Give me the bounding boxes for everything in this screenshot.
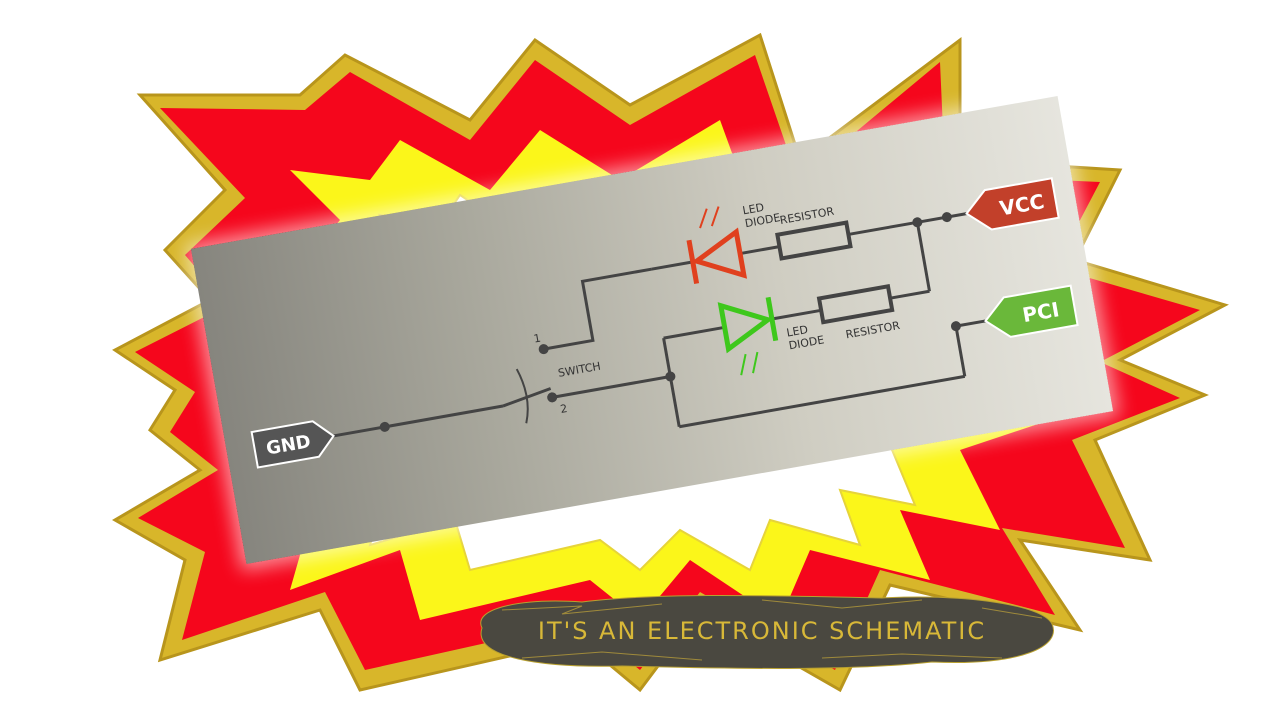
resistor-top-icon (775, 220, 853, 261)
switch-position-1: 1 (533, 332, 542, 346)
switch-arc-icon (515, 368, 529, 424)
wire-led-resistor-top (739, 245, 780, 256)
junction-dot (547, 392, 558, 403)
resistor-bottom-icon (816, 284, 895, 325)
switch-position-2: 2 (559, 402, 568, 416)
caption-splat-graphic (480, 595, 1054, 669)
wire-switch-1 (543, 267, 652, 351)
circuit-schematic: VCC PCI GND LED DIODE RESISTOR RESISTOR … (250, 177, 1079, 469)
junction-dot (538, 344, 549, 355)
switch-label: SWITCH (557, 360, 602, 380)
gnd-tag (250, 420, 335, 469)
red-led-label-line2: DIODE (744, 211, 782, 230)
red-led-diode-icon (686, 206, 748, 284)
vcc-tag (965, 177, 1060, 231)
wire-right-vertical (915, 222, 931, 292)
wire-switch-2 (551, 375, 671, 399)
junction-dot (912, 217, 923, 228)
wire-gnd (325, 404, 504, 439)
wire-right-to-resistor (889, 289, 930, 300)
green-led-label-line2: DIODE (788, 333, 826, 352)
junction-dot (379, 421, 390, 432)
junction-dot (941, 212, 952, 223)
red-led-label-line1: LED (742, 201, 765, 218)
green-led-label-line1: LED (785, 323, 808, 340)
junction-dots (379, 212, 961, 432)
wire-led-left (663, 326, 723, 340)
resistor-top-label: RESISTOR (779, 205, 836, 227)
wire-bottom (678, 374, 966, 429)
caption-text: IT'S AN ELECTRONIC SCHEMATIC (537, 617, 987, 645)
wire-pci-vertical (954, 325, 967, 377)
schematic-panel: VCC PCI GND LED DIODE RESISTOR RESISTOR … (190, 96, 1114, 564)
wire-resistor-led-bottom (771, 308, 822, 321)
green-led-diode-icon (717, 296, 779, 376)
caption-banner: IT'S AN ELECTRONIC SCHEMATIC (462, 588, 1062, 674)
resistor-bottom-label: RESISTOR (845, 319, 902, 341)
wire-resistor-vcc (848, 220, 918, 236)
junction-dot (665, 371, 676, 382)
wire-top-led (651, 260, 692, 271)
wires (325, 212, 986, 439)
wire-left-vertical (662, 337, 681, 428)
pci-tag (984, 284, 1079, 338)
junction-dot (950, 321, 961, 332)
